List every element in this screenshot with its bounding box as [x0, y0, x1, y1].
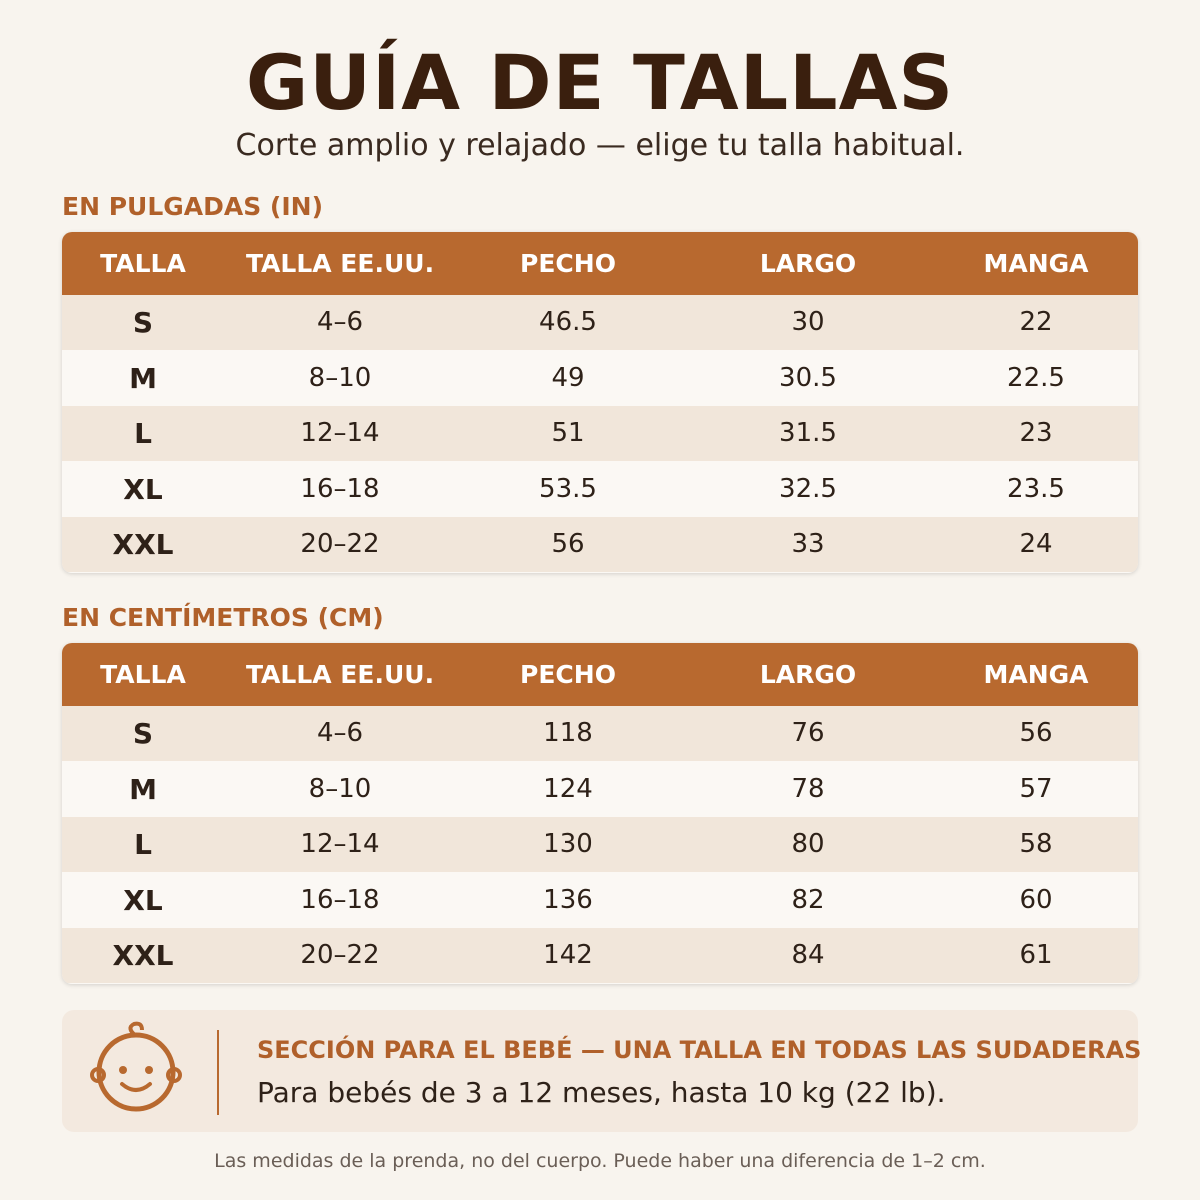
baby-text: Para bebés de 3 a 12 meses, hasta 10 kg …: [257, 1076, 946, 1109]
size-label: M: [129, 361, 157, 395]
footnote: Las medidas de la prenda, no del cuerpo.…: [214, 1150, 986, 1172]
cell: 51: [551, 418, 585, 448]
column-header: TALLA: [100, 660, 186, 689]
size-label: S: [132, 306, 154, 339]
table-row: XXL 20–22 142 84 61: [62, 928, 1138, 983]
table-row: XL 16–18 53.5 32.5 23.5: [62, 461, 1138, 517]
baby-icon: [90, 1021, 219, 1115]
column-header: LARGO: [759, 249, 857, 278]
cell: 8–10: [308, 773, 372, 804]
cell: 22.5: [1007, 362, 1065, 393]
cell: 130: [543, 829, 593, 859]
cell: 20–22: [300, 529, 380, 559]
column-header: PECHO: [520, 249, 616, 278]
subtitle: Corte amplio y relajado — elige tu talla…: [235, 128, 965, 163]
cell: 118: [543, 718, 593, 748]
cell: 76: [791, 718, 825, 748]
table-row: S 4–6 118 76 56: [62, 706, 1138, 761]
column-header: PECHO: [520, 660, 616, 689]
cell: 53.5: [539, 473, 597, 504]
table-row: L 12–14 130 80 58: [62, 817, 1138, 872]
cell: 16–18: [300, 884, 380, 915]
table-row: L 12–14 51 31.5 23: [62, 406, 1138, 461]
cell: 142: [543, 940, 593, 970]
table-row: S 4–6 46.5 30 22: [62, 295, 1138, 350]
cell: 136: [543, 884, 593, 915]
cell: 60: [1019, 884, 1053, 915]
cell: 61: [1019, 940, 1053, 970]
table-header: TALLA TALLA EE.UU. PECHO LARGO MANGA: [62, 643, 1138, 706]
column-header: TALLA EE.UU.: [245, 249, 435, 278]
cell: 58: [1019, 829, 1053, 859]
size-label: S: [132, 717, 154, 750]
column-header: MANGA: [983, 249, 1089, 278]
cell: 22: [1019, 307, 1053, 337]
table-row: XXL 20–22 56 33 24: [62, 517, 1138, 572]
size-label: L: [134, 417, 152, 450]
cell: 4–6: [316, 718, 364, 748]
cell: 16–18: [300, 473, 380, 504]
cell: 12–14: [300, 829, 380, 859]
cell: 80: [791, 829, 825, 859]
cell: 57: [1019, 773, 1053, 804]
cell: 24: [1019, 529, 1053, 559]
cell: 31.5: [779, 418, 837, 448]
size-label: M: [129, 772, 157, 806]
cell: 30.5: [779, 362, 837, 393]
column-header: LARGO: [759, 660, 857, 689]
cell: 56: [1019, 718, 1053, 748]
cell: 78: [791, 773, 825, 804]
size-table: TALLA TALLA EE.UU. PECHO LARGO MANGA S 4–6 118 7…: [62, 643, 1138, 984]
cell: 124: [543, 773, 593, 804]
cell: 8–10: [308, 362, 372, 393]
cell: 4–6: [316, 307, 364, 337]
cell: 20–22: [300, 940, 380, 970]
table-header: TALLA TALLA EE.UU. PECHO LARGO MANGA: [62, 232, 1138, 295]
size-label: XXL: [112, 939, 174, 972]
size-label: XXL: [112, 528, 174, 561]
cell: 84: [791, 940, 825, 970]
size-label: XL: [123, 883, 163, 917]
size-label: XL: [123, 472, 163, 506]
cell: 30: [791, 307, 825, 337]
cell: 46.5: [539, 307, 597, 337]
cell: 23.5: [1007, 473, 1065, 504]
column-header: TALLA: [100, 249, 186, 278]
cell: 12–14: [300, 418, 380, 448]
cell: 56: [551, 529, 585, 559]
table-row: XL 16–18 136 82 60: [62, 872, 1138, 928]
column-header: TALLA EE.UU.: [245, 660, 435, 689]
size-label: L: [134, 828, 152, 861]
section-heading: EN PULGADAS (IN): [62, 192, 324, 221]
cell: 49: [551, 362, 585, 393]
baby-box: [62, 1010, 1138, 1132]
section-heading: EN CENTÍMETROS (CM): [62, 603, 384, 632]
title: GUÍA DE TALLAS: [245, 38, 955, 127]
size-table: TALLA TALLA EE.UU. PECHO LARGO MANGA S 4–6 46.5…: [62, 232, 1138, 573]
table-row: M 8–10 124 78 57: [62, 761, 1138, 817]
baby-title: SECCIÓN PARA EL BEBÉ — UNA TALLA EN TODA…: [257, 1036, 1142, 1064]
cell: 32.5: [779, 473, 837, 504]
cell: 82: [791, 884, 825, 915]
table-row: M 8–10 49 30.5 22.5: [62, 350, 1138, 406]
cell: 33: [791, 529, 825, 559]
cell: 23: [1019, 418, 1053, 448]
column-header: MANGA: [983, 660, 1089, 689]
